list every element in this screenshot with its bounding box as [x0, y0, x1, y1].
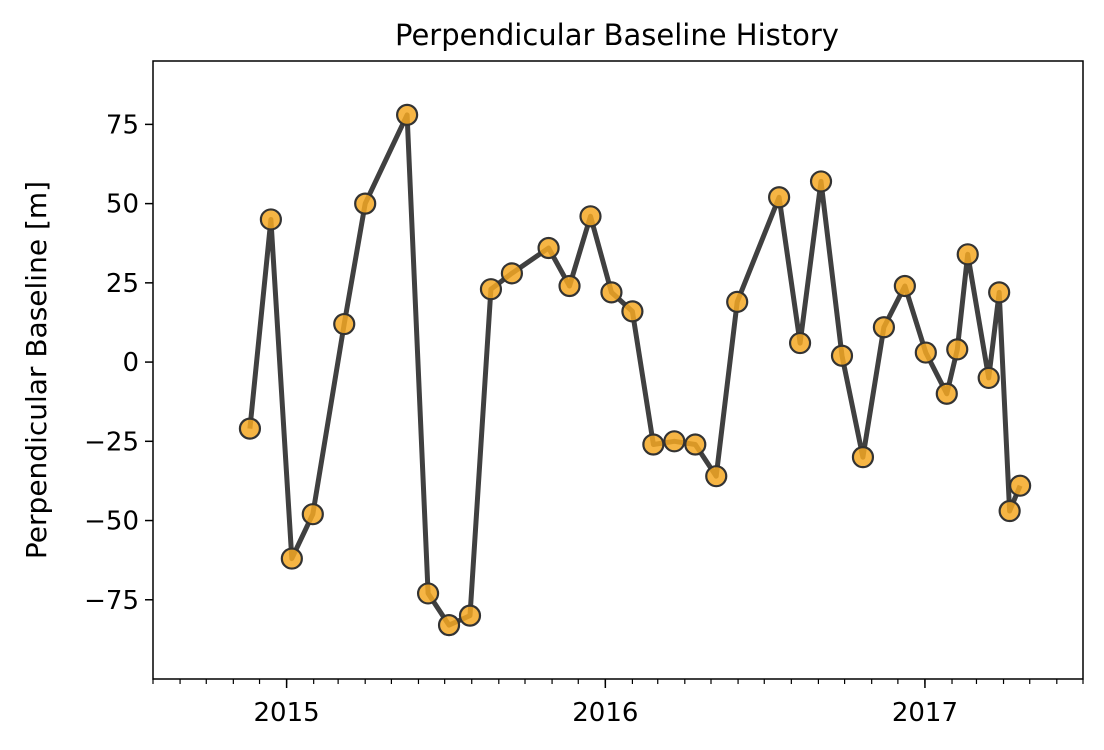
series-line-group — [247, 112, 1023, 628]
data-point — [830, 344, 854, 367]
data-point — [354, 192, 377, 215]
data-point — [988, 281, 1011, 304]
data-point — [600, 281, 623, 304]
data-point — [684, 433, 707, 456]
data-point — [705, 465, 728, 488]
data-point — [788, 331, 812, 355]
data-point — [621, 300, 644, 323]
data-point — [977, 366, 1000, 390]
y-axis-label: Perpendicular Baseline [m] — [20, 181, 53, 559]
data-point — [458, 604, 482, 627]
data-point — [416, 582, 440, 605]
y-tick-label: −75 — [84, 586, 139, 616]
data-point — [558, 274, 581, 298]
data-point — [479, 278, 503, 301]
y-tick-label: 75 — [106, 110, 139, 140]
y-axis: −75 −50 −25 0 25 50 75 — [84, 110, 153, 616]
data-point — [301, 503, 324, 526]
data-point — [768, 186, 791, 209]
x-tick-label: 2017 — [892, 698, 958, 728]
x-tick-label: 2015 — [254, 698, 320, 728]
data-point — [642, 433, 665, 456]
data-point — [396, 103, 419, 126]
data-point — [437, 614, 461, 637]
y-tick-label: 25 — [106, 269, 139, 299]
series-line — [247, 112, 1023, 628]
data-point — [259, 208, 282, 231]
x-tick-label: 2016 — [572, 698, 638, 728]
data-point — [956, 243, 979, 266]
data-point — [238, 417, 262, 440]
data-point — [914, 341, 937, 364]
data-point — [851, 446, 875, 469]
data-point — [946, 338, 969, 361]
data-point — [726, 290, 749, 313]
data-point — [872, 316, 896, 339]
plot-frame — [152, 60, 1084, 680]
chart-title: Perpendicular Baseline History — [395, 18, 839, 52]
y-tick-label: −25 — [84, 427, 139, 457]
data-points — [238, 103, 1032, 637]
data-point — [1009, 474, 1032, 497]
data-point — [500, 262, 524, 285]
data-point — [809, 170, 833, 193]
data-point — [280, 547, 303, 570]
data-point — [893, 274, 916, 298]
x-axis: 2015 2016 2017 — [152, 679, 1084, 728]
y-tick-label: 0 — [122, 348, 139, 378]
data-point — [663, 430, 686, 453]
data-point — [935, 382, 958, 405]
data-point — [579, 205, 602, 228]
data-point — [998, 499, 1021, 523]
data-point — [333, 312, 356, 336]
y-tick-label: 50 — [106, 190, 139, 220]
y-tick-label: −50 — [84, 507, 139, 537]
data-point — [537, 236, 560, 260]
